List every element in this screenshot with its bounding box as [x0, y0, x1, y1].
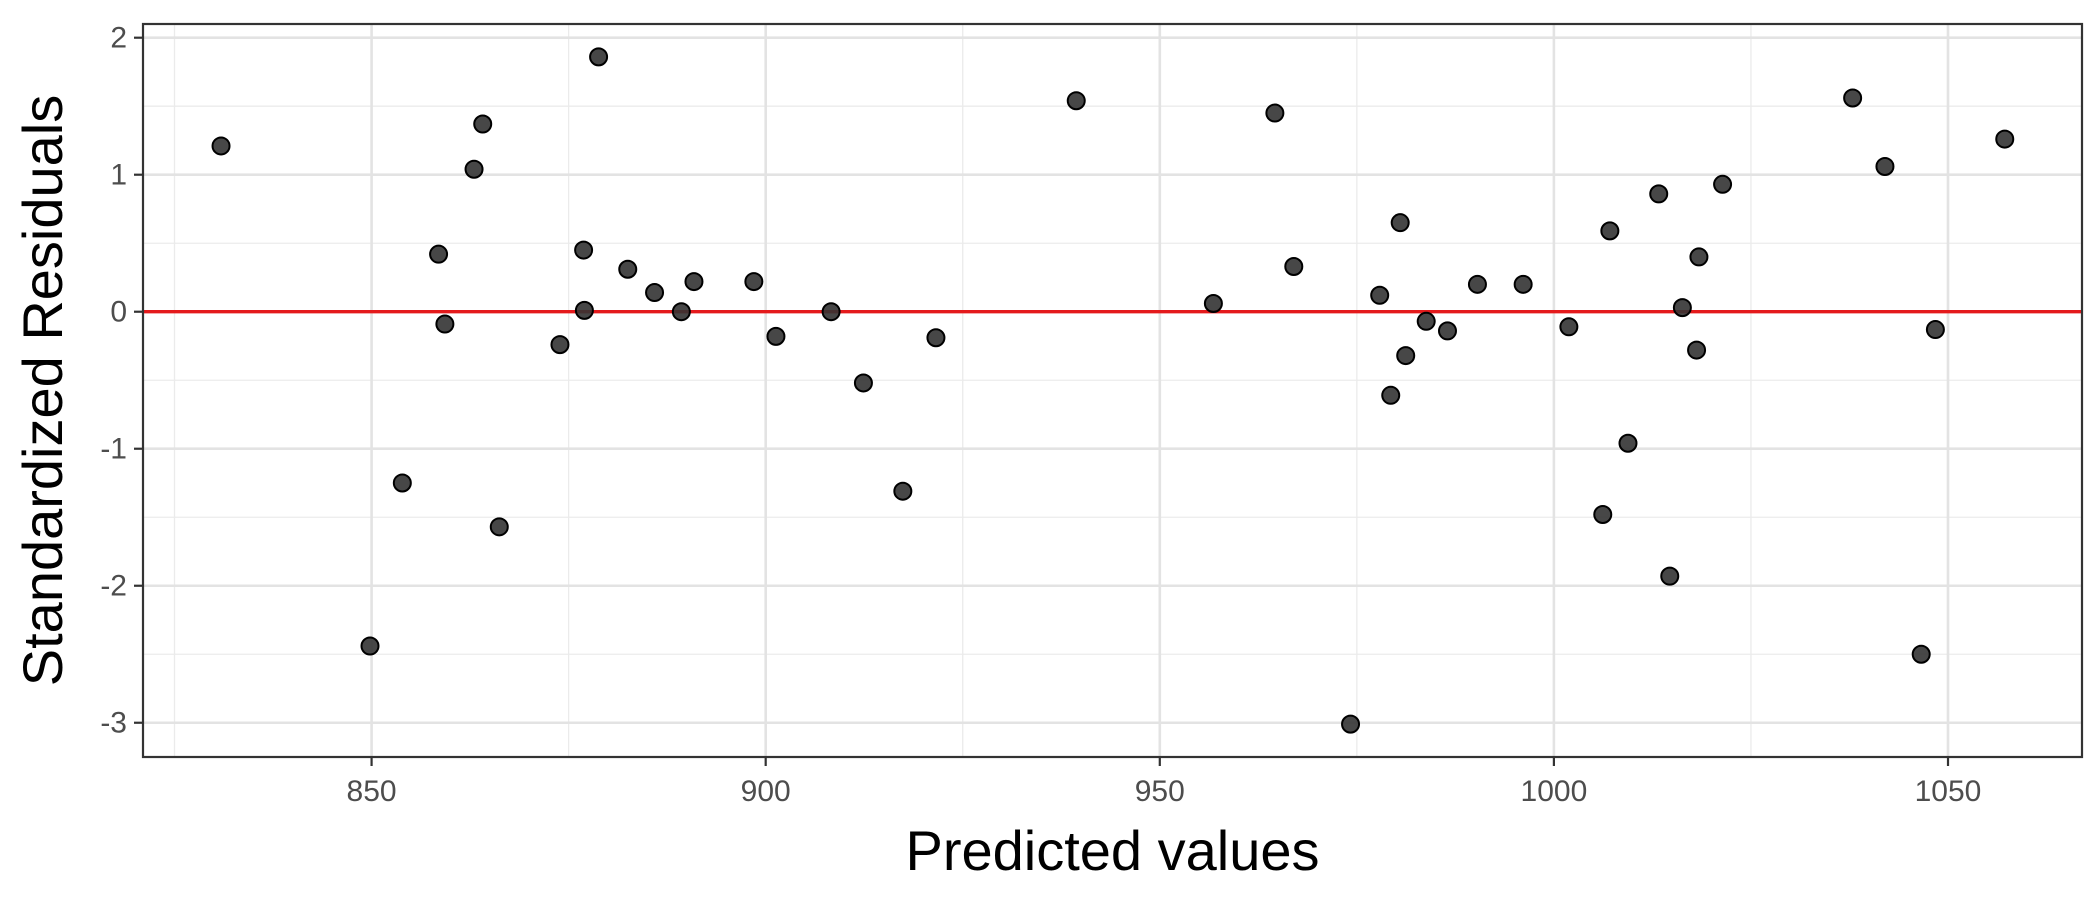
data-point-4 — [429, 244, 449, 264]
data-point-6 — [464, 159, 484, 179]
data-point-5 — [435, 314, 455, 334]
data-point-21 — [893, 481, 913, 501]
y-tick-label: -1 — [100, 433, 127, 466]
data-point-9 — [550, 335, 570, 355]
data-point-13 — [618, 259, 638, 279]
data-point-16 — [684, 272, 704, 292]
data-point-40 — [1649, 184, 1669, 204]
y-tick-label: -2 — [100, 570, 127, 603]
data-point-11 — [574, 300, 594, 320]
data-point-27 — [1341, 714, 1361, 734]
minor-grid — [143, 24, 2082, 757]
data-point-45 — [1713, 174, 1733, 194]
x-tick-label: 900 — [741, 775, 791, 808]
data-point-30 — [1390, 213, 1410, 233]
data-point-50 — [1995, 129, 2015, 149]
data-point-32 — [1416, 311, 1436, 331]
x-tick-label: 1000 — [1521, 775, 1588, 808]
data-point-20 — [853, 373, 873, 393]
data-point-33 — [1437, 321, 1457, 341]
data-point-47 — [1875, 156, 1895, 176]
x-axis-title: Predicted values — [905, 819, 1319, 882]
data-point-8 — [489, 517, 509, 537]
y-axis-title: Standardized Residuals — [11, 95, 74, 686]
data-point-29 — [1381, 385, 1401, 405]
plot-border — [141, 22, 2084, 759]
data-point-42 — [1672, 298, 1692, 318]
data-point-38 — [1600, 221, 1620, 241]
plot-panel — [143, 24, 2082, 757]
data-point-26 — [1284, 257, 1304, 277]
data-point-10 — [574, 240, 594, 260]
data-points — [211, 47, 2015, 734]
data-point-35 — [1513, 274, 1533, 294]
y-tick-label: 0 — [110, 296, 127, 329]
data-point-44 — [1689, 247, 1709, 267]
x-axis-ticks: 850 900 950 1000 1050 — [347, 757, 1982, 808]
data-point-31 — [1396, 346, 1416, 366]
data-point-34 — [1467, 274, 1487, 294]
data-point-17 — [744, 272, 764, 292]
data-point-7 — [473, 114, 493, 134]
data-point-43 — [1687, 340, 1707, 360]
y-tick-label: 2 — [110, 22, 127, 55]
data-point-37 — [1593, 504, 1613, 524]
x-tick-label: 850 — [347, 775, 397, 808]
data-point-14 — [645, 283, 665, 303]
data-point-24 — [1203, 293, 1223, 313]
data-point-1 — [211, 136, 231, 156]
y-axis-ticks: 2 1 0 -1 -2 -3 — [100, 22, 143, 740]
data-point-19 — [821, 302, 841, 322]
data-point-41 — [1660, 566, 1680, 586]
x-tick-label: 1050 — [1915, 775, 1982, 808]
y-tick-label: 1 — [110, 159, 127, 192]
data-point-48 — [1911, 644, 1931, 664]
data-point-3 — [392, 473, 412, 493]
x-tick-label: 950 — [1135, 775, 1185, 808]
data-point-22 — [926, 328, 946, 348]
data-point-2 — [360, 636, 380, 656]
data-point-12 — [589, 47, 609, 67]
y-tick-label: -3 — [100, 707, 127, 740]
data-point-23 — [1066, 91, 1086, 111]
data-point-49 — [1925, 320, 1945, 340]
data-point-39 — [1618, 433, 1638, 453]
data-point-36 — [1559, 317, 1579, 337]
data-point-46 — [1843, 88, 1863, 108]
data-point-28 — [1370, 285, 1390, 305]
data-point-15 — [671, 302, 691, 322]
data-point-18 — [766, 326, 786, 346]
data-point-25 — [1265, 103, 1285, 123]
